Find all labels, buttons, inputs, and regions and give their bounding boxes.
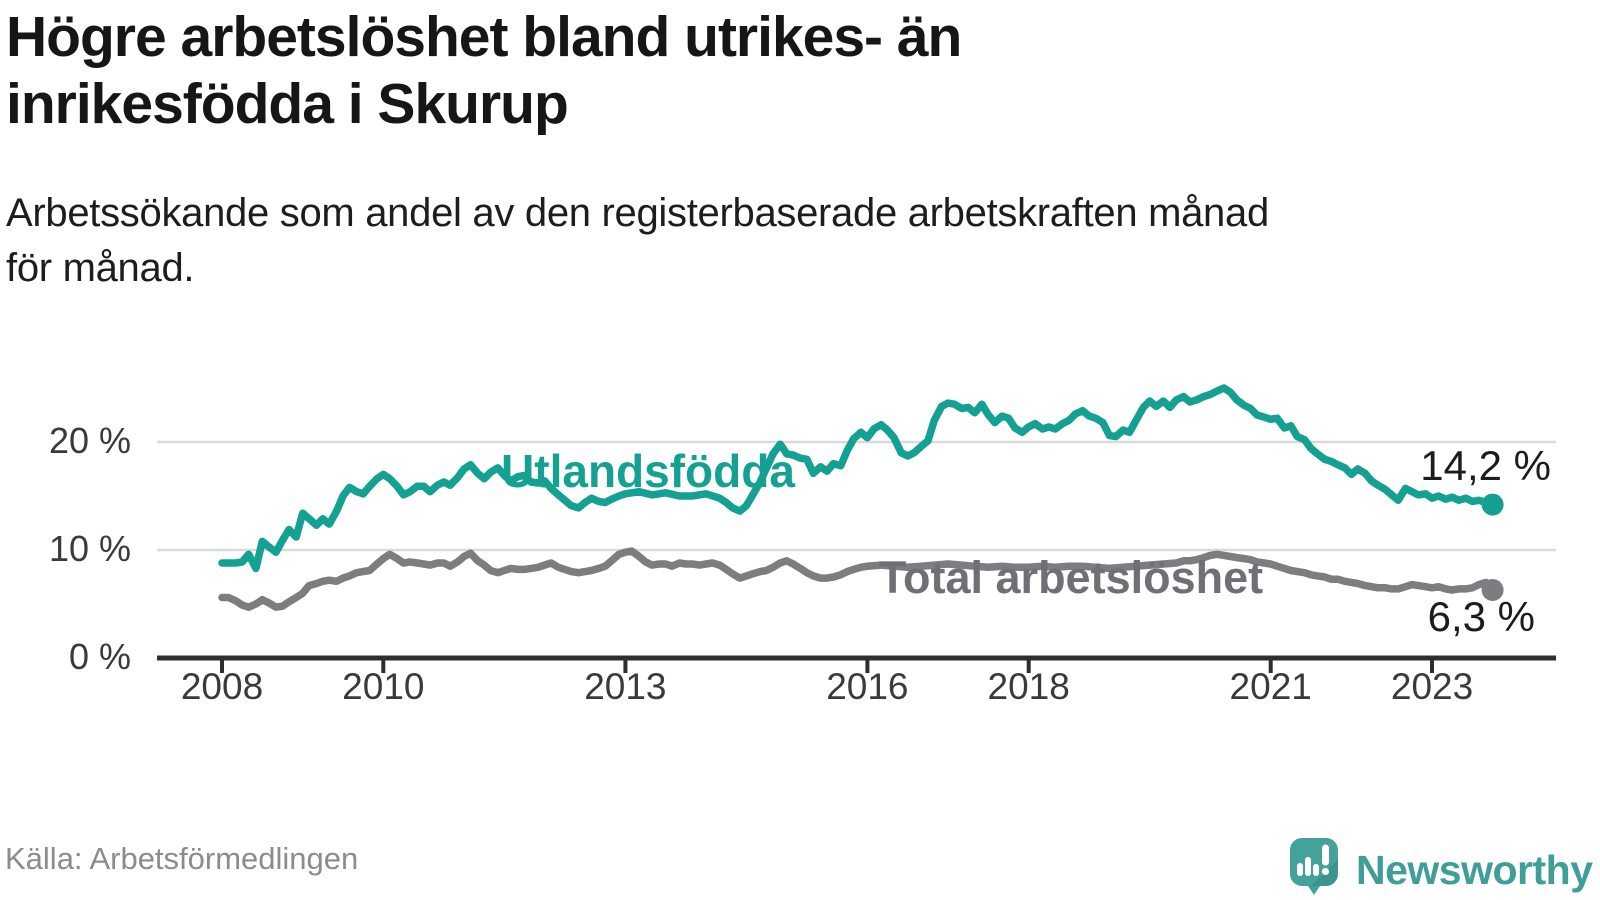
x-axis-tick-label: 2023 — [1390, 666, 1474, 707]
page-title: Högre arbetslöshet bland utrikes- än inr… — [6, 4, 962, 138]
y-axis-tick-label: 10 % — [48, 528, 131, 570]
end-value-label-total: 6,3 % — [1427, 593, 1535, 640]
x-axis-tick-label: 2013 — [584, 666, 667, 707]
newsworthy-bubble-chart-icon — [1289, 837, 1339, 900]
series-label-utlandsfodda: Utlandsfödda — [501, 445, 795, 497]
title-line-1: Högre arbetslöshet bland utrikes- än — [6, 5, 962, 69]
newsworthy-logo: Newsworthy — [1289, 837, 1593, 900]
x-axis-tick-label: 2010 — [342, 666, 425, 707]
subtitle-line-1: Arbetssökande som andel av den registerb… — [6, 191, 1269, 235]
x-axis-tick-label: 2008 — [180, 666, 264, 707]
y-axis-tick-label: 0 % — [68, 636, 131, 678]
subtitle-line-2: för månad. — [6, 246, 195, 290]
x-axis-tick-label: 2016 — [826, 666, 909, 707]
y-axis-tick-label: 20 % — [48, 420, 131, 462]
series-label-total-arbetsloshet: Total arbetslöshet — [878, 552, 1264, 603]
x-axis-tick-label: 2021 — [1229, 666, 1312, 707]
chart-subtitle: Arbetssökande som andel av den registerb… — [6, 186, 1269, 296]
end-value-label-utlandsfodda: 14,2 % — [1420, 442, 1551, 489]
x-axis-tick-label: 2018 — [987, 666, 1070, 707]
newsworthy-wordmark: Newsworthy — [1356, 846, 1593, 893]
source-note: Källa: Arbetsförmedlingen — [5, 841, 359, 876]
title-line-2: inrikesfödda i Skurup — [6, 72, 569, 136]
